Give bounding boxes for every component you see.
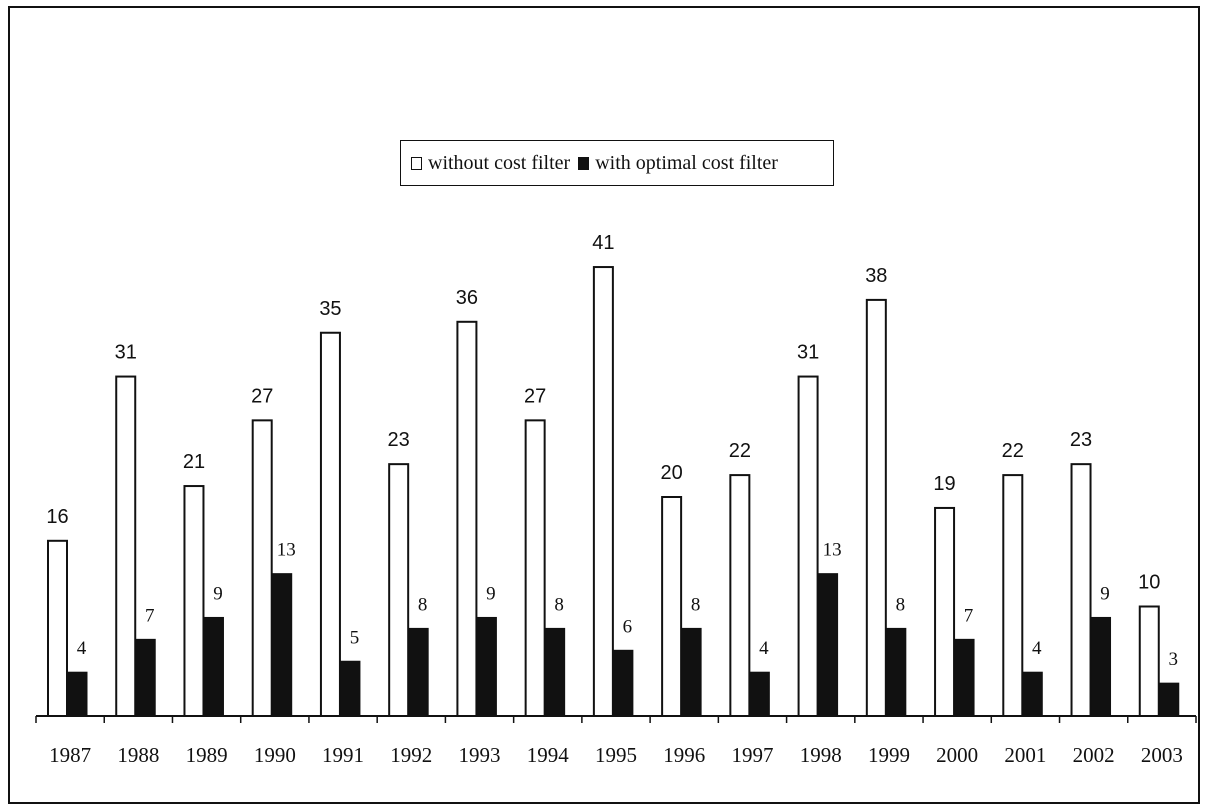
data-label-with: 7	[145, 605, 155, 626]
x-tick-label: 1992	[390, 743, 432, 767]
bar-with-optimal-cost-filter	[1091, 616, 1112, 717]
data-label-with: 9	[1100, 583, 1110, 604]
bar-with-optimal-cost-filter	[203, 616, 224, 717]
data-label-without: 21	[183, 451, 205, 473]
data-label-with: 6	[623, 616, 633, 637]
bar-with-optimal-cost-filter	[1022, 671, 1043, 717]
bar-with-optimal-cost-filter	[954, 638, 975, 717]
data-label-without: 35	[319, 298, 341, 320]
data-label-with: 13	[277, 540, 296, 561]
bar-with-optimal-cost-filter	[272, 573, 293, 717]
data-label-without: 36	[456, 287, 478, 309]
x-tick-label: 1995	[595, 743, 637, 767]
bar-with-optimal-cost-filter	[67, 671, 88, 717]
data-label-without: 27	[524, 385, 546, 407]
x-tick-label: 1990	[254, 743, 296, 767]
data-label-with: 4	[759, 638, 769, 659]
bar-without-cost-filter	[661, 496, 683, 717]
bar-chart: 1641987317198821919892713199035519912381…	[35, 232, 1197, 767]
x-tick-label: 2001	[1004, 743, 1046, 767]
x-tick-label: 1994	[527, 743, 570, 767]
data-label-with: 3	[1169, 649, 1179, 670]
legend-swatch-with	[578, 156, 590, 170]
data-label-without: 22	[1002, 440, 1024, 462]
bar-without-cost-filter	[797, 375, 819, 717]
bar-with-optimal-cost-filter	[408, 627, 429, 717]
data-label-with: 4	[1032, 638, 1042, 659]
bar-without-cost-filter	[524, 419, 546, 717]
bar-without-cost-filter	[865, 298, 887, 717]
bar-without-cost-filter	[1070, 463, 1092, 717]
data-label-with: 9	[486, 583, 496, 604]
data-label-without: 23	[388, 429, 410, 451]
bar-with-optimal-cost-filter	[818, 573, 839, 717]
data-label-without: 22	[729, 440, 751, 462]
data-label-without: 19	[933, 473, 955, 495]
bar-with-optimal-cost-filter	[545, 627, 566, 717]
data-label-with: 8	[691, 594, 701, 615]
bar-without-cost-filter	[1002, 474, 1024, 717]
x-tick-label: 1988	[117, 743, 159, 767]
legend: without cost filter with optimal cost fi…	[400, 140, 834, 186]
bar-without-cost-filter	[183, 485, 205, 717]
bar-without-cost-filter	[729, 474, 751, 717]
data-label-with: 7	[964, 605, 974, 626]
data-label-with: 13	[823, 540, 842, 561]
x-tick-label: 2000	[936, 743, 978, 767]
data-label-without: 27	[251, 385, 273, 407]
data-label-without: 41	[592, 232, 614, 254]
x-tick-label: 1999	[868, 743, 910, 767]
data-label-with: 8	[896, 594, 906, 615]
data-label-without: 38	[865, 265, 887, 287]
x-tick-label: 1991	[322, 743, 364, 767]
x-tick-label: 1996	[663, 743, 705, 767]
bar-without-cost-filter	[251, 419, 273, 717]
legend-label-with: with optimal cost filter	[595, 151, 778, 174]
data-label-with: 4	[77, 638, 87, 659]
bar-with-optimal-cost-filter	[681, 627, 702, 717]
data-label-with: 8	[418, 594, 428, 615]
bar-with-optimal-cost-filter	[613, 649, 634, 717]
legend-swatch-without	[411, 156, 422, 170]
chart-frame: 16 4 1987 31 7 1988 21 9 1989 27 13 1990 35 5 1991 23 8 1…	[8, 6, 1200, 804]
x-tick-label: 1987	[49, 743, 91, 767]
legend-label-without: without cost filter	[428, 151, 571, 174]
bar-without-cost-filter	[388, 463, 410, 717]
bar-with-optimal-cost-filter	[1159, 682, 1180, 717]
bar-without-cost-filter	[934, 506, 956, 718]
legend-item-without: without cost filter	[411, 152, 570, 175]
x-tick-label: 1998	[800, 743, 842, 767]
bar-with-optimal-cost-filter	[476, 616, 497, 717]
data-label-without: 23	[1070, 429, 1092, 451]
x-tick-label: 2003	[1141, 743, 1183, 767]
bar-without-cost-filter	[319, 331, 341, 717]
x-tick-label: 1997	[731, 743, 773, 767]
bar-with-optimal-cost-filter	[135, 638, 156, 717]
bar-with-optimal-cost-filter	[886, 627, 907, 717]
data-label-without: 31	[115, 342, 137, 364]
data-label-without: 31	[797, 342, 819, 364]
data-label-with: 9	[213, 583, 223, 604]
data-label-without: 16	[46, 506, 68, 528]
x-tick-label: 1993	[459, 743, 501, 767]
x-tick-label: 2002	[1073, 743, 1115, 767]
bar-with-optimal-cost-filter	[340, 660, 361, 717]
bar-without-cost-filter	[592, 266, 614, 717]
x-tick-label: 1989	[186, 743, 228, 767]
data-label-with: 8	[554, 594, 564, 615]
bar-without-cost-filter	[115, 375, 137, 717]
bar-with-optimal-cost-filter	[749, 671, 770, 717]
bar-without-cost-filter	[456, 320, 478, 717]
bar-without-cost-filter	[47, 539, 68, 717]
bar-without-cost-filter	[1138, 605, 1160, 717]
data-label-without: 20	[660, 462, 682, 484]
data-label-without: 10	[1138, 572, 1160, 594]
data-label-with: 5	[350, 627, 360, 648]
legend-item-with: with optimal cost filter	[578, 152, 778, 175]
